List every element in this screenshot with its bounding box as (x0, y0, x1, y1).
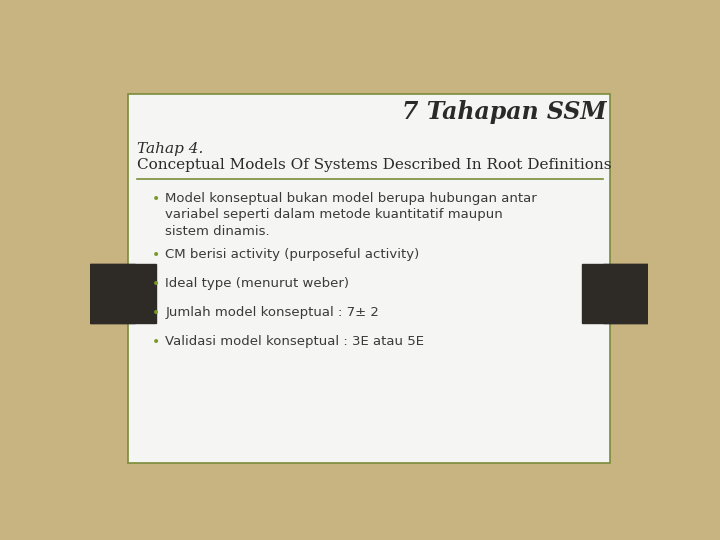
Bar (603, 265, 648, 322)
Text: •: • (151, 192, 160, 206)
Text: 7 Tahapan SSM: 7 Tahapan SSM (402, 100, 606, 124)
Bar (582, 265, 648, 322)
Text: Validasi model konseptual : 3E atau 5E: Validasi model konseptual : 3E atau 5E (166, 335, 424, 348)
Text: •: • (151, 335, 160, 349)
Text: Model konseptual bukan model berupa hubungan antar
variabel seperti dalam metode: Model konseptual bukan model berupa hubu… (166, 192, 537, 238)
Text: Ideal type (menurut weber): Ideal type (menurut weber) (166, 277, 349, 290)
Text: CM berisi activity (purposeful activity): CM berisi activity (purposeful activity) (166, 248, 420, 261)
Text: •: • (151, 306, 160, 320)
Text: •: • (151, 277, 160, 291)
Text: Jumlah model konseptual : 7± 2: Jumlah model konseptual : 7± 2 (166, 306, 379, 319)
Bar (90, 265, 135, 322)
Text: •: • (151, 248, 160, 262)
Text: Conceptual Models Of Systems Described In Root Definitions: Conceptual Models Of Systems Described I… (138, 158, 612, 172)
Bar (90, 265, 156, 322)
Text: Tahap 4.: Tahap 4. (138, 141, 204, 156)
Bar (128, 94, 610, 463)
